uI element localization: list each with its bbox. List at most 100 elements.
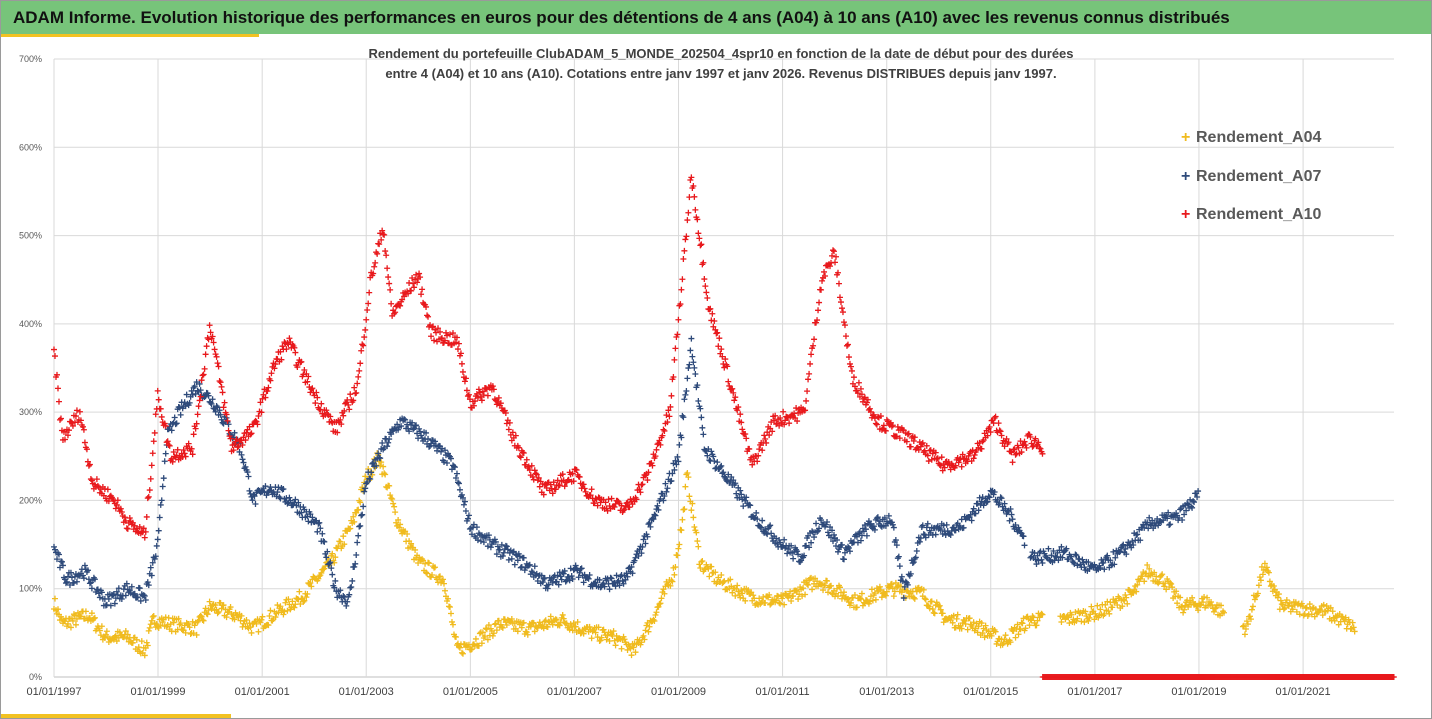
data-point-a07 <box>801 552 808 559</box>
data-point-a04 <box>531 628 538 635</box>
data-point-a10 <box>382 248 389 255</box>
data-point-a04 <box>975 623 982 630</box>
data-point-a04 <box>468 646 475 653</box>
x-tick-label: 01/01/2009 <box>651 686 706 698</box>
data-point-a04 <box>337 538 344 545</box>
data-point-a07 <box>126 587 133 594</box>
data-point-a10 <box>155 396 162 403</box>
data-point-a10 <box>146 487 153 494</box>
data-point-a10 <box>479 388 486 395</box>
data-point-a10 <box>154 387 161 394</box>
data-point-a10 <box>934 455 941 462</box>
data-point-a07 <box>386 436 393 443</box>
data-point-a04 <box>98 623 105 630</box>
data-point-a04 <box>1241 631 1248 638</box>
data-point-a07 <box>545 581 552 588</box>
data-point-a04 <box>272 614 279 621</box>
data-point-a04 <box>68 615 75 622</box>
data-point-a04 <box>742 597 749 604</box>
data-point-a10 <box>680 255 687 262</box>
data-point-a04 <box>1144 561 1151 568</box>
data-point-a10 <box>509 429 516 436</box>
data-point-a04 <box>624 646 631 653</box>
data-point-a04 <box>412 546 419 553</box>
data-point-a04 <box>1173 588 1180 595</box>
data-point-a10 <box>428 333 435 340</box>
data-point-a04 <box>304 590 311 597</box>
data-point-a10 <box>366 289 373 296</box>
data-point-a10 <box>763 439 770 446</box>
data-point-a07 <box>972 510 979 517</box>
data-point-a07 <box>511 561 518 568</box>
data-point-a10 <box>88 477 95 484</box>
x-axis-ticks: 01/01/1997 01/01/1999 01/01/2001 01/01/2003… <box>26 686 1330 698</box>
data-point-a07 <box>565 573 572 580</box>
data-point-a10 <box>808 351 815 358</box>
data-point-a07 <box>1107 557 1114 564</box>
data-point-a07 <box>401 416 408 423</box>
data-point-a07 <box>346 591 353 598</box>
data-point-a10 <box>816 299 823 306</box>
data-point-a10 <box>941 464 948 471</box>
data-point-a07 <box>1134 531 1141 538</box>
data-point-a10 <box>882 427 889 434</box>
data-point-a04 <box>282 599 289 606</box>
data-point-a04 <box>1335 621 1342 628</box>
data-point-a04 <box>691 524 698 530</box>
data-point-a07 <box>816 525 823 532</box>
data-point-a04 <box>661 590 668 597</box>
data-point-a07 <box>462 508 469 515</box>
data-point-a04 <box>248 629 255 636</box>
data-point-a07 <box>413 422 420 429</box>
data-point-a04 <box>988 632 995 639</box>
data-point-a07 <box>846 548 853 555</box>
data-point-a07 <box>500 549 507 556</box>
data-point-a04 <box>441 580 448 587</box>
data-point-a04 <box>1254 590 1261 597</box>
data-point-a10 <box>715 343 722 350</box>
data-point-a07 <box>560 570 567 577</box>
data-point-a10 <box>388 300 395 307</box>
data-point-a04 <box>277 603 284 610</box>
data-point-a04 <box>1167 579 1174 586</box>
data-point-a07 <box>173 420 180 427</box>
data-point-a04 <box>150 612 157 619</box>
data-point-a04 <box>280 611 287 618</box>
data-point-a07 <box>1086 565 1093 572</box>
data-point-a10 <box>304 378 311 385</box>
data-point-a04 <box>1257 577 1264 584</box>
data-point-a10 <box>525 463 532 470</box>
data-point-a04 <box>1106 610 1113 617</box>
data-point-a10 <box>215 363 222 370</box>
data-point-a10 <box>376 241 383 248</box>
data-point-a04 <box>404 530 411 537</box>
data-point-a10 <box>621 506 628 513</box>
data-point-a04 <box>1121 597 1128 604</box>
data-point-a10 <box>656 437 663 444</box>
data-point-a10 <box>864 396 871 403</box>
data-point-a04 <box>387 492 394 499</box>
data-point-a10 <box>1037 445 1044 452</box>
data-point-a04 <box>650 616 657 623</box>
data-point-a10 <box>188 445 195 452</box>
data-point-a10 <box>370 270 377 277</box>
data-point-a04 <box>868 586 875 593</box>
data-point-a07 <box>1045 545 1052 552</box>
data-point-a10 <box>588 486 595 493</box>
data-point-a10 <box>465 391 472 398</box>
data-point-a04 <box>88 610 95 617</box>
data-point-a07 <box>833 537 840 544</box>
data-point-a10 <box>151 429 158 436</box>
data-point-a10 <box>564 477 571 484</box>
data-point-a07 <box>107 602 114 609</box>
y-tick-label: 500% <box>19 231 42 241</box>
data-point-a10 <box>252 417 259 424</box>
data-point-a07 <box>672 457 679 464</box>
data-point-a07 <box>96 594 103 601</box>
data-point-a07 <box>81 562 88 569</box>
data-point-a07 <box>498 541 505 548</box>
data-point-a04 <box>1124 600 1131 607</box>
data-point-a07 <box>1111 561 1118 568</box>
data-point-a07 <box>1129 538 1136 545</box>
data-point-a10 <box>399 296 406 303</box>
